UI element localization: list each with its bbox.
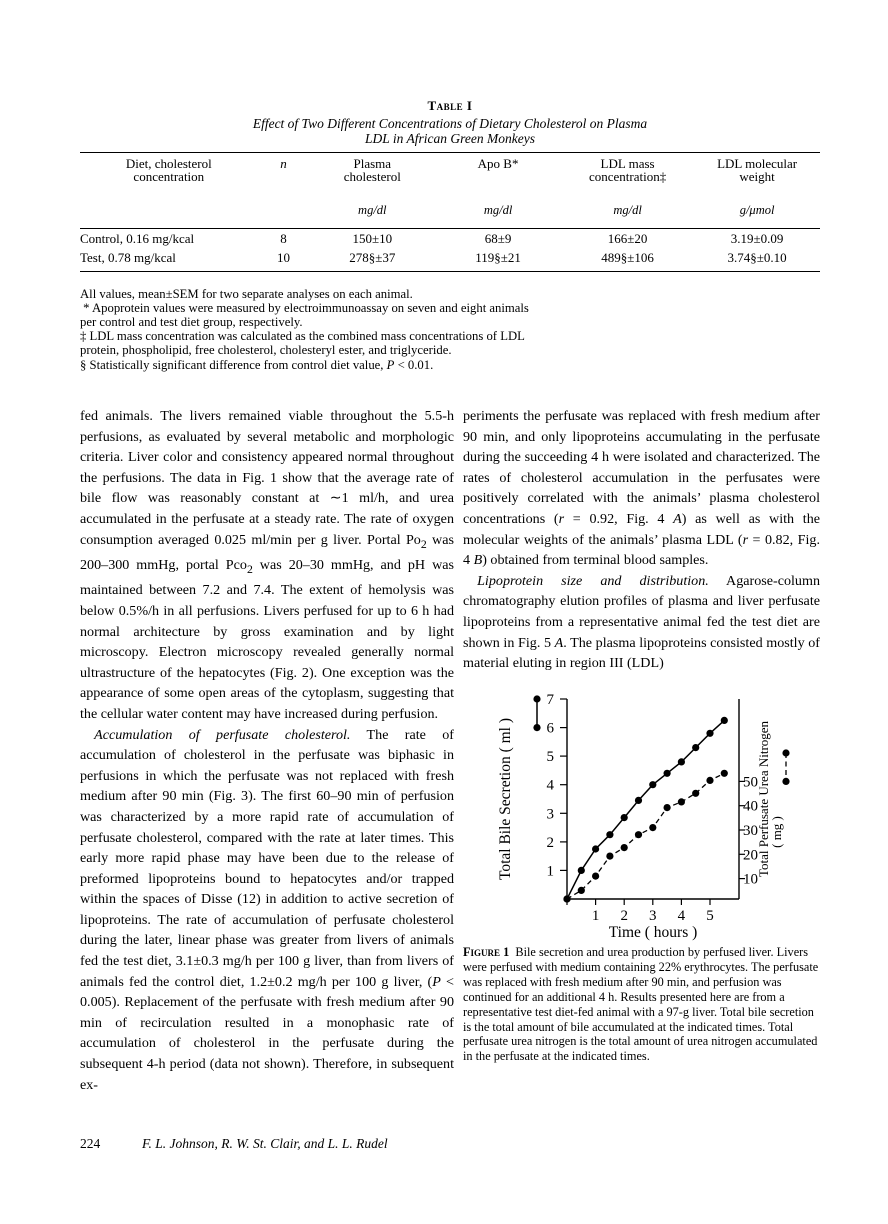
- svg-text:2: 2: [547, 835, 555, 851]
- svg-text:( mg ): ( mg ): [769, 816, 784, 848]
- svg-text:Total Perfusate Urea Nitrogen: Total Perfusate Urea Nitrogen: [756, 720, 771, 877]
- svg-text:1: 1: [547, 863, 555, 879]
- svg-text:Total Bile Secretion ( ml ): Total Bile Secretion ( ml ): [497, 718, 514, 880]
- svg-text:5: 5: [706, 908, 714, 924]
- svg-text:4: 4: [678, 908, 686, 924]
- svg-text:1: 1: [592, 908, 600, 924]
- svg-text:Time ( hours ): Time ( hours ): [609, 924, 698, 941]
- svg-text:2: 2: [620, 908, 628, 924]
- svg-text:7: 7: [547, 692, 555, 708]
- svg-text:4: 4: [547, 778, 555, 794]
- svg-text:6: 6: [547, 721, 555, 737]
- svg-text:3: 3: [547, 806, 555, 822]
- svg-text:5: 5: [547, 749, 555, 765]
- svg-text:3: 3: [649, 908, 657, 924]
